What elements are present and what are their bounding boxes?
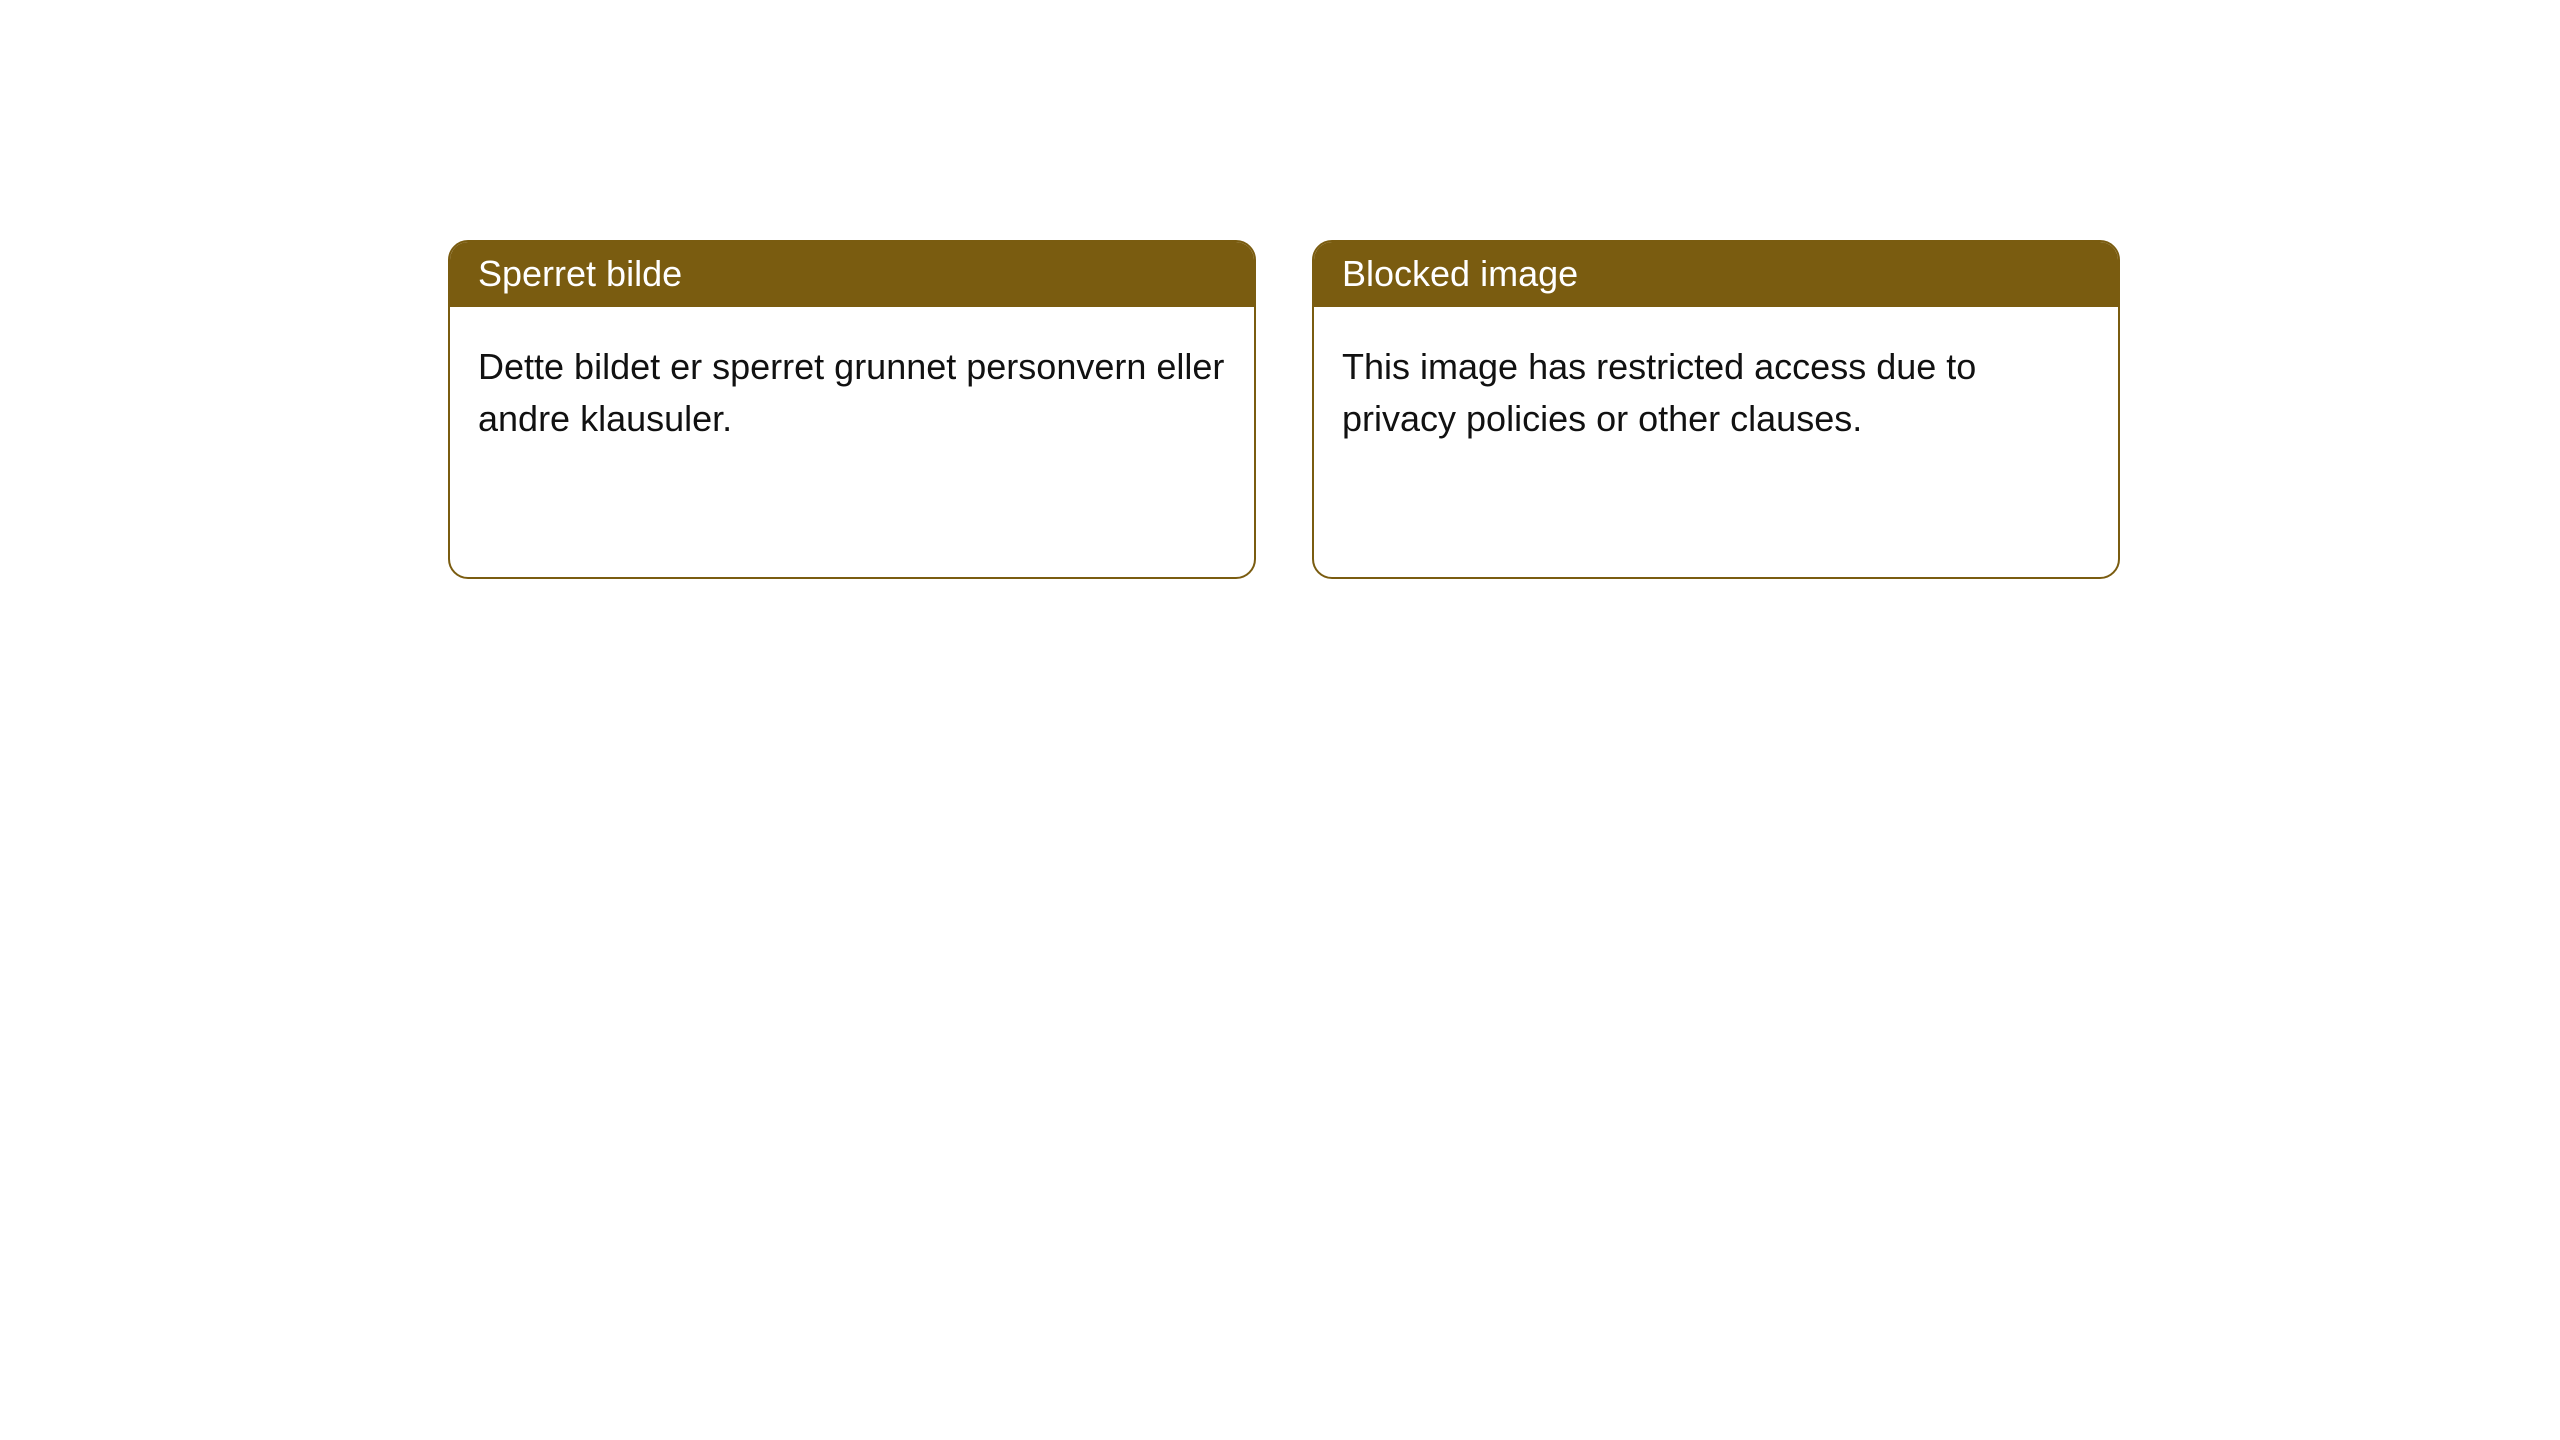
notice-card-right: Blocked image This image has restricted … <box>1312 240 2120 579</box>
notice-body-right: This image has restricted access due to … <box>1314 307 2118 577</box>
notice-card-left: Sperret bilde Dette bildet er sperret gr… <box>448 240 1256 579</box>
notice-body-left: Dette bildet er sperret grunnet personve… <box>450 307 1254 577</box>
notices-container: Sperret bilde Dette bildet er sperret gr… <box>0 0 2560 579</box>
notice-header-right: Blocked image <box>1314 242 2118 307</box>
notice-header-left: Sperret bilde <box>450 242 1254 307</box>
